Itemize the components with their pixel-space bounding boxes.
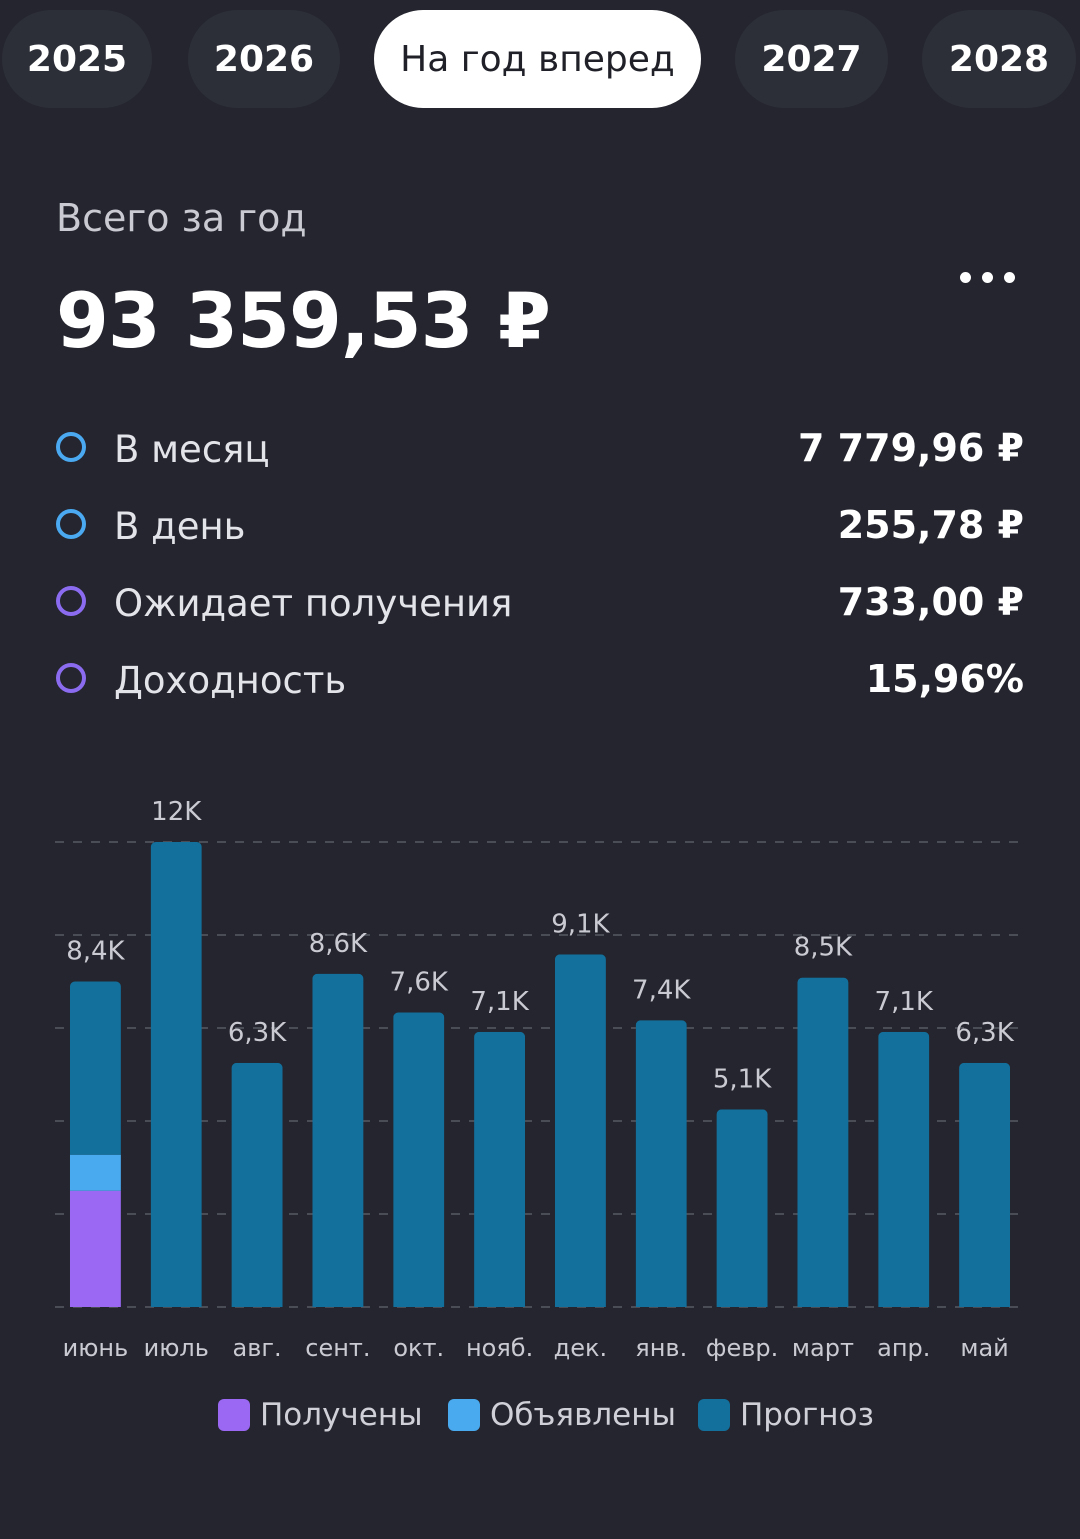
tab-2025[interactable]: 2025	[2, 10, 152, 108]
bar-group[interactable]	[716, 1109, 768, 1307]
bar-segment	[797, 977, 849, 1307]
bar-group[interactable]	[797, 977, 849, 1307]
chart-svg: 8,4K июнь 12K июль 6,3K авг. 8,6K сент. 7,6K окт.…	[55, 797, 1025, 1362]
legend-swatch	[218, 1399, 250, 1431]
tab-2026[interactable]: 2026	[188, 10, 340, 108]
bar-group[interactable]	[150, 842, 202, 1307]
x-tick-label: сент.	[305, 1334, 370, 1362]
x-tick-label: окт.	[393, 1334, 444, 1362]
stat-label: Ожидает получения	[114, 582, 513, 625]
stat-value: 733,00 ₽	[837, 580, 1024, 624]
tab-2027[interactable]: 2027	[735, 10, 888, 108]
stat-per-day: В день 255,78 ₽	[0, 499, 1080, 559]
bar-segment	[312, 973, 364, 1307]
bar-segment	[716, 1109, 768, 1307]
stat-label: Доходность	[114, 659, 347, 702]
tab-year-ahead[interactable]: На год вперед	[374, 10, 701, 108]
total-value: 93 359,53 ₽	[56, 276, 551, 365]
more-options-icon[interactable]	[960, 262, 1020, 292]
stat-value: 7 779,96 ₽	[798, 426, 1024, 470]
bar-group[interactable]	[312, 973, 364, 1307]
bar-value-label: 7,6K	[390, 968, 449, 998]
more-dot	[1004, 271, 1015, 283]
bar-value-label: 7,1K	[470, 987, 529, 1017]
stat-value: 255,78 ₽	[837, 503, 1024, 547]
circle-icon	[56, 432, 86, 462]
chart-legend: Получены Объявлены Прогноз	[0, 1390, 1080, 1440]
period-tabs: 2025 2026 На год вперед 2027 2028	[0, 10, 1080, 108]
stat-value: 15,96%	[865, 657, 1024, 701]
stat-per-month: В месяц 7 779,96 ₽	[0, 422, 1080, 482]
bar-segment	[69, 1154, 121, 1191]
legend-swatch	[698, 1399, 730, 1431]
circle-icon	[56, 509, 86, 539]
stat-pending: Ожидает получения 733,00 ₽	[0, 576, 1080, 636]
x-tick-label: нояб.	[466, 1334, 533, 1362]
x-tick-label: февр.	[706, 1334, 778, 1362]
legend-label: Объявлены	[490, 1397, 676, 1433]
x-tick-label: янв.	[635, 1334, 687, 1362]
bar-segment	[474, 1031, 526, 1307]
bar-segment	[635, 1020, 687, 1307]
bar-value-label: 8,6K	[309, 929, 368, 959]
more-dot	[960, 271, 971, 283]
more-dot	[982, 271, 993, 283]
legend-label: Прогноз	[740, 1397, 874, 1433]
bar-group[interactable]	[554, 954, 606, 1307]
bar-segment	[554, 954, 606, 1307]
bar-value-label: 5,1K	[713, 1064, 772, 1094]
x-tick-label: апр.	[877, 1334, 930, 1362]
bar-group[interactable]	[878, 1031, 930, 1307]
bar-value-label: 8,4K	[66, 937, 125, 967]
bar-group[interactable]	[393, 1012, 445, 1308]
legend-item-received: Получены	[218, 1390, 423, 1440]
bar-group[interactable]	[959, 1062, 1011, 1307]
x-tick-label: дек.	[554, 1334, 607, 1362]
tab-2028[interactable]: 2028	[922, 10, 1076, 108]
bar-segment	[393, 1012, 445, 1307]
bar-segment	[69, 1190, 121, 1307]
bar-value-label: 7,4K	[632, 975, 691, 1005]
dividends-chart: 8,4K июнь 12K июль 6,3K авг. 8,6K сент. 7,6K окт.…	[0, 780, 1080, 1380]
bar-group[interactable]	[635, 1020, 687, 1307]
bar-segment	[69, 981, 121, 1155]
x-tick-label: авг.	[233, 1334, 282, 1362]
bar-group[interactable]	[69, 981, 121, 1308]
x-tick-label: март	[792, 1334, 854, 1362]
legend-label: Получены	[260, 1397, 423, 1433]
stat-yield: Доходность 15,96%	[0, 653, 1080, 713]
x-tick-label: июнь	[63, 1334, 129, 1362]
bar-group[interactable]	[474, 1031, 526, 1307]
bar-segment	[231, 1062, 283, 1307]
legend-item-declared: Объявлены	[448, 1390, 676, 1440]
stat-label: В месяц	[114, 428, 270, 471]
bar-value-label: 6,3K	[228, 1018, 287, 1048]
bar-value-label: 9,1K	[551, 909, 610, 939]
total-label: Всего за год	[56, 196, 307, 240]
circle-icon	[56, 663, 86, 693]
stat-label: В день	[114, 505, 246, 548]
x-tick-label: май	[960, 1334, 1008, 1362]
bar-value-label: 7,1K	[875, 987, 934, 1017]
legend-swatch	[448, 1399, 480, 1431]
bar-value-label: 6,3K	[955, 1018, 1014, 1048]
bar-segment	[878, 1031, 930, 1307]
bar-segment	[150, 842, 202, 1307]
bar-segment	[959, 1062, 1011, 1307]
bar-group[interactable]	[231, 1062, 283, 1307]
circle-icon	[56, 586, 86, 616]
legend-item-forecast: Прогноз	[698, 1390, 874, 1440]
bar-value-label: 8,5K	[794, 933, 853, 963]
x-tick-label: июль	[144, 1334, 209, 1362]
bar-value-label: 12K	[151, 797, 202, 827]
